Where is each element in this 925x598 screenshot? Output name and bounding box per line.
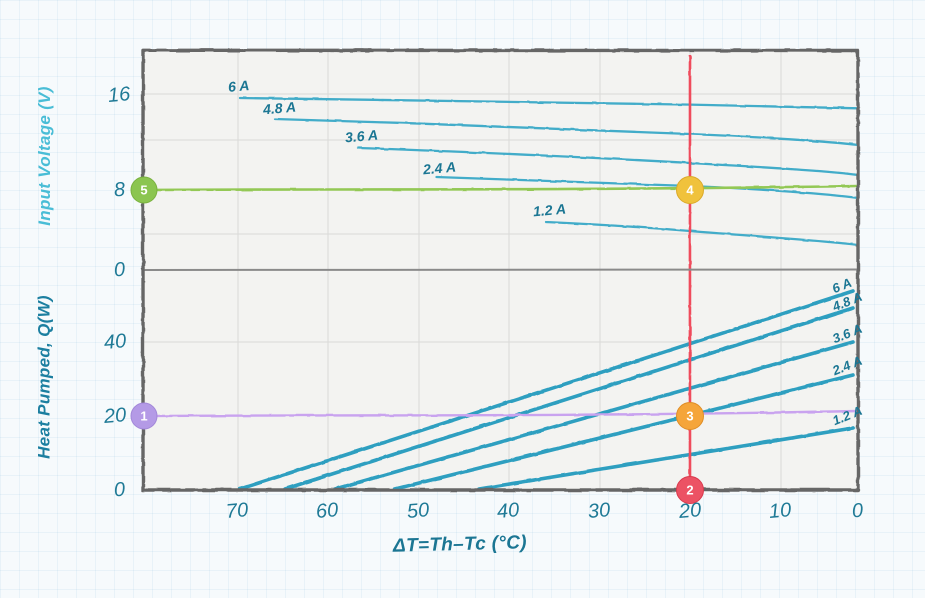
svg-text:4: 4	[686, 183, 694, 198]
svg-text:2: 2	[686, 483, 693, 498]
svg-text:1: 1	[140, 409, 147, 424]
svg-text:3: 3	[686, 409, 693, 424]
svg-text:5: 5	[140, 183, 147, 198]
